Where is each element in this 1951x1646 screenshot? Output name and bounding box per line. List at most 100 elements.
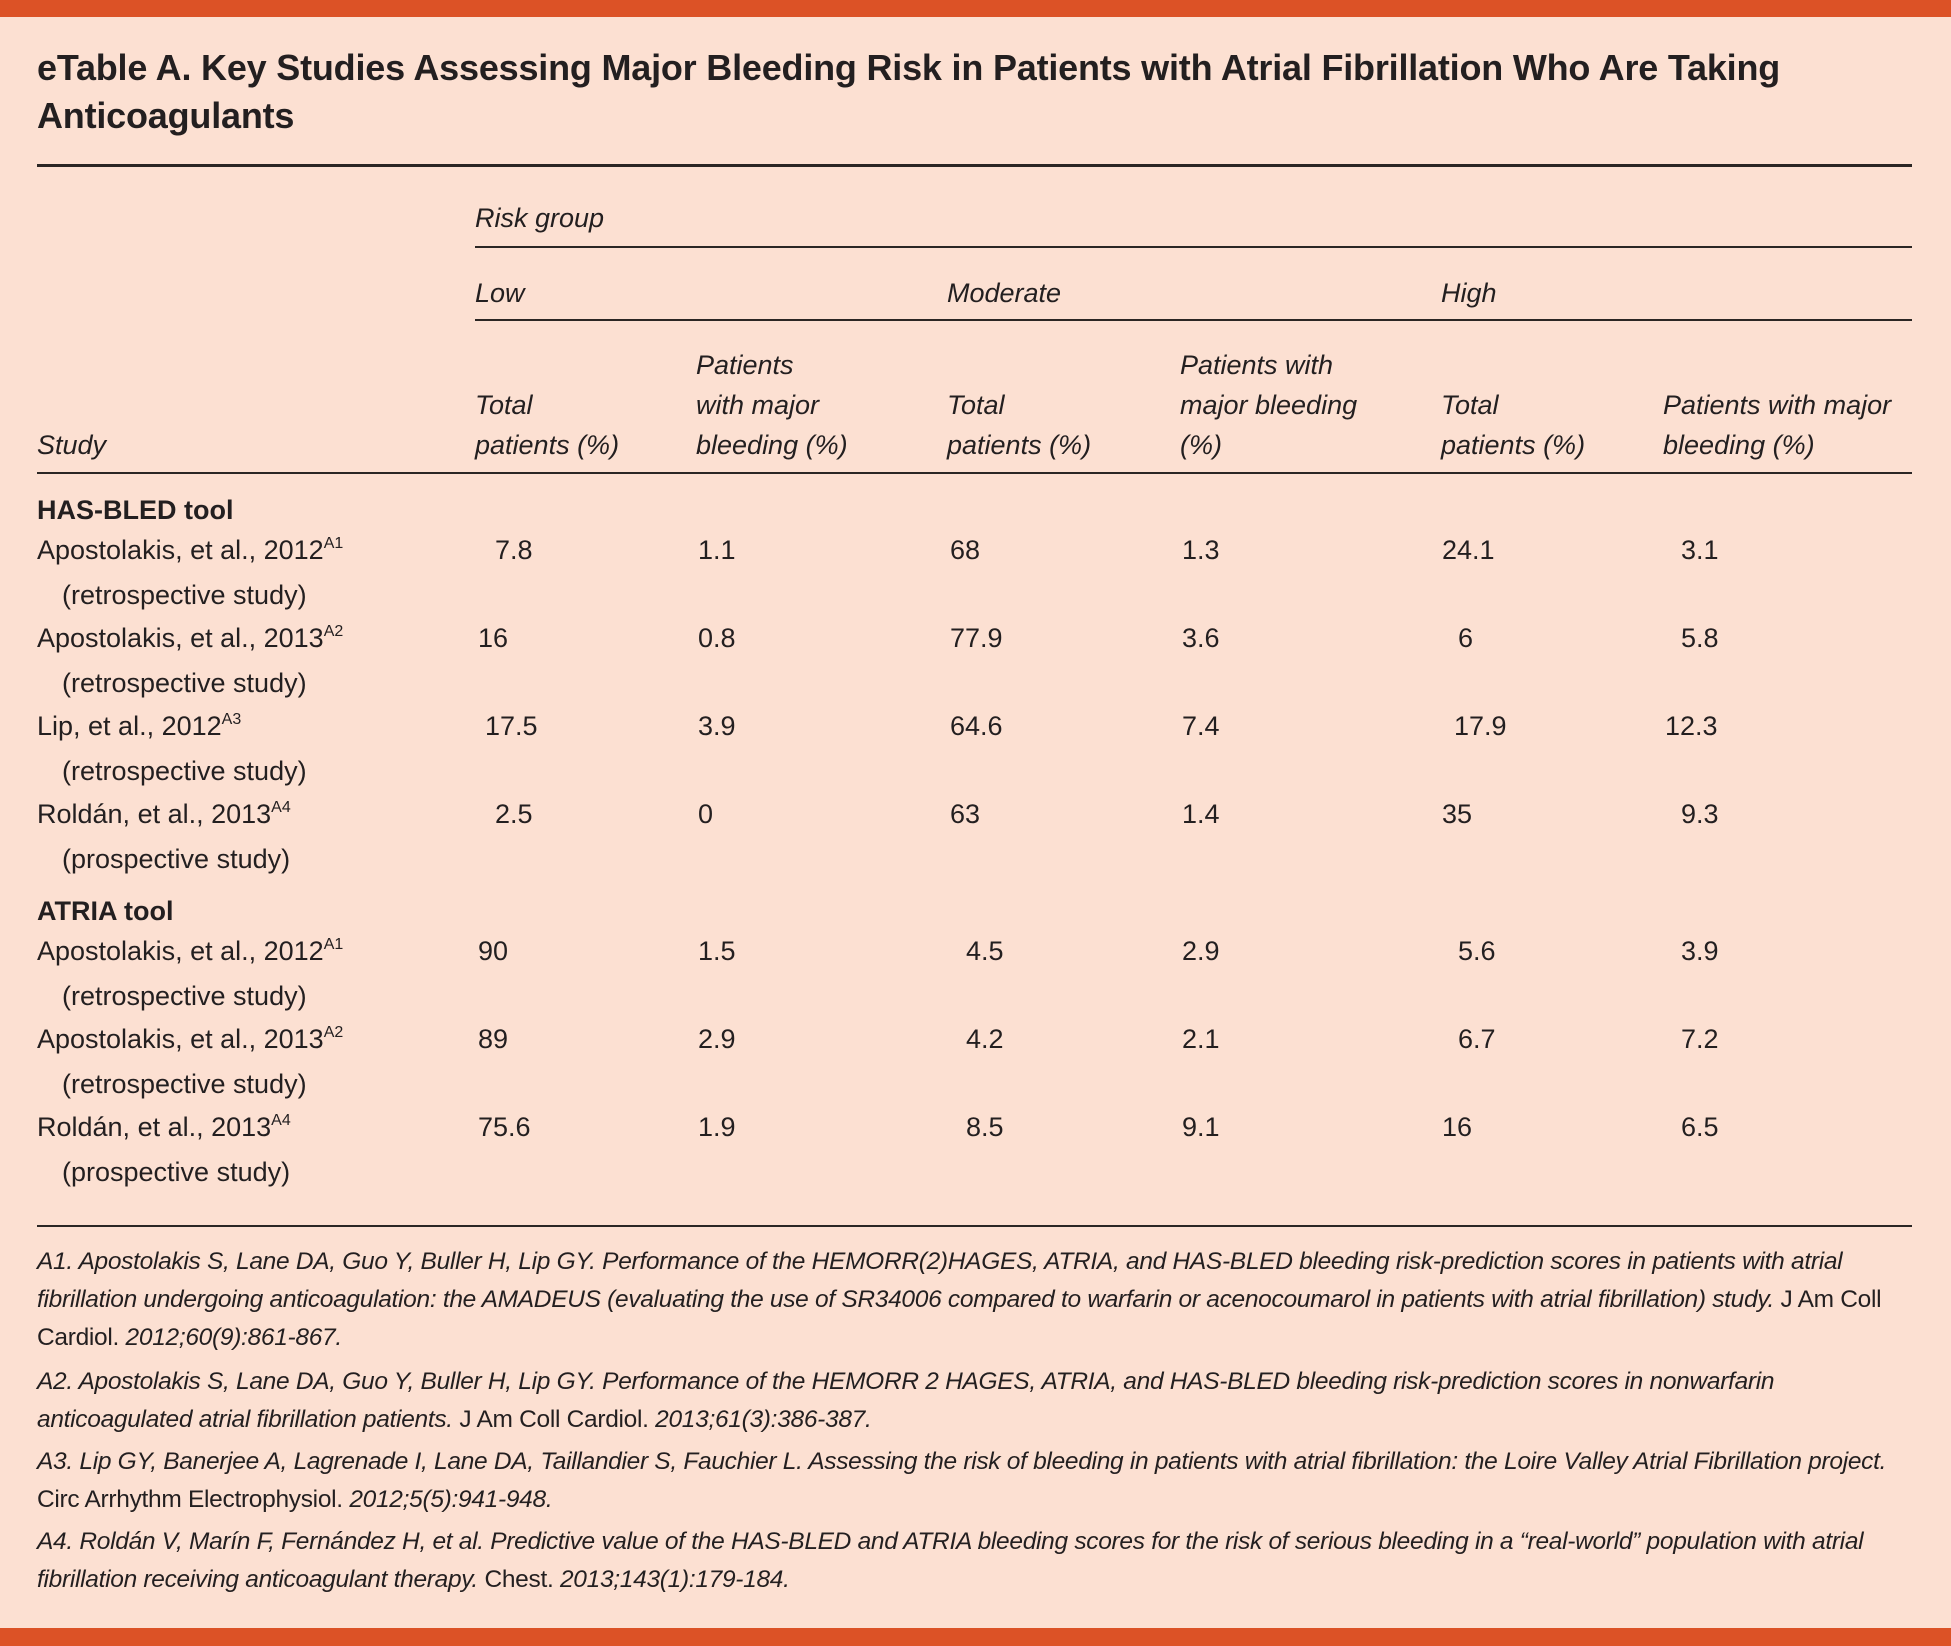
reference-superscript: A2	[323, 623, 344, 640]
study-name: Apostolakis, et al., 2012A1	[37, 936, 343, 966]
footnote-reference: A3. Lip GY, Banerjee A, Lagrenade I, Lan…	[37, 1443, 1912, 1519]
group-low-header: Low	[475, 278, 525, 308]
groups-rule	[475, 319, 1912, 321]
study-design: (retrospective study)	[62, 1069, 307, 1099]
section-heading: HAS-BLED tool	[37, 495, 234, 525]
table-row-study: Lip, et al., 2012A3 (retrospective study)	[37, 706, 307, 791]
study-name: Lip, et al., 2012A3	[37, 711, 241, 741]
table-cell-value: 17.9	[1454, 711, 1507, 741]
table-cell-value: 2.9	[1182, 936, 1220, 966]
table-cell-value: 3.1	[1681, 535, 1719, 565]
table-row-study: Apostolakis, et al., 2012A1 (retrospectiv…	[37, 530, 343, 615]
table-cell-value: 3.6	[1182, 623, 1220, 653]
footnote-citation: 2013;61(3):386-387.	[655, 1406, 872, 1433]
study-name: Roldán, et al., 2013A4	[37, 1112, 291, 1142]
study-name: Apostolakis, et al., 2013A2	[37, 623, 343, 653]
table-cell-value: 0.8	[698, 623, 736, 653]
top-accent-bar	[0, 0, 1951, 17]
bottom-accent-bar	[0, 1628, 1951, 1646]
study-citation: Apostolakis, et al., 2013	[37, 623, 324, 653]
table-cell-value: 1.1	[698, 535, 736, 565]
table-cell-value: 90	[478, 936, 509, 966]
study-design: (retrospective study)	[62, 756, 307, 786]
table-row-study: Roldán, et al., 2013A4 (prospective study…	[37, 1107, 291, 1192]
column-header-5-line3: patients (%)	[1441, 430, 1586, 460]
study-design: (prospective study)	[62, 1157, 291, 1187]
study-name: Apostolakis, et al., 2012A1	[37, 535, 343, 565]
table-cell-value: 9.1	[1182, 1112, 1220, 1142]
table-cell-value: 2.5	[495, 799, 533, 829]
table-cell-value: 0	[698, 799, 714, 829]
table-cell-value: 9.3	[1681, 799, 1719, 829]
reference-superscript: A4	[271, 1112, 291, 1129]
study-citation: Apostolakis, et al., 2013	[37, 1024, 324, 1054]
table-row-study: Apostolakis, et al., 2013A2 (retrospectiv…	[37, 1019, 343, 1104]
footnote-text: A4. Roldán V, Marín F, Fernández H, et a…	[37, 1528, 1864, 1593]
table-cell-value: 3.9	[698, 711, 736, 741]
column-header-3-line2: Total	[947, 390, 1005, 420]
risk-group-rule	[475, 246, 1912, 248]
column-header-2-line1: Patients	[696, 350, 794, 380]
table-cell-value: 6	[1458, 623, 1474, 653]
footnote-citation: 2013;143(1):179-184.	[559, 1566, 790, 1593]
footnote-reference: A1. Apostolakis S, Lane DA, Guo Y, Bulle…	[37, 1243, 1912, 1357]
column-header-5-line2: Total	[1441, 390, 1499, 420]
table-cell-value: 1.3	[1182, 535, 1220, 565]
column-header-4-line1: Patients with	[1180, 350, 1334, 380]
column-header-2-line3: bleeding (%)	[696, 430, 848, 460]
table-cell-value: 1.9	[698, 1112, 736, 1142]
title-rule	[37, 164, 1912, 167]
footnote-reference: A4. Roldán V, Marín F, Fernández H, et a…	[37, 1523, 1912, 1599]
table-cell-value: 2.9	[698, 1024, 736, 1054]
footnote-journal: Circ Arrhythm Electrophysiol.	[37, 1486, 343, 1513]
study-citation: Roldán, et al., 2013	[37, 1112, 272, 1142]
table-cell-value: 6.7	[1458, 1024, 1496, 1054]
reference-superscript: A3	[221, 711, 242, 728]
column-header-1-line3: patients (%)	[475, 430, 620, 460]
reference-superscript: A1	[323, 535, 344, 552]
table-row-study: Roldán, et al., 2013A4 (prospective study…	[37, 794, 291, 879]
study-citation: Roldán, et al., 2013	[37, 799, 272, 829]
column-header-4-line3: (%)	[1180, 430, 1222, 460]
footnote-journal: Chest.	[484, 1566, 554, 1593]
footnote-journal: J Am Coll Cardiol.	[459, 1406, 649, 1433]
column-header-1-line2: Total	[475, 390, 533, 420]
table-cell-value: 12.3	[1665, 711, 1718, 741]
reference-superscript: A1	[323, 936, 344, 953]
study-design: (prospective study)	[62, 844, 291, 874]
table-cell-value: 7.4	[1182, 711, 1220, 741]
study-design: (retrospective study)	[62, 580, 307, 610]
column-header-4-line2: major bleeding	[1180, 390, 1358, 420]
column-header-6-line2: Patients with major	[1663, 390, 1892, 420]
table-bottom-rule	[37, 1225, 1912, 1227]
reference-superscript: A2	[323, 1024, 344, 1041]
column-header-6-line3: bleeding (%)	[1663, 430, 1815, 460]
table-cell-value: 6.5	[1681, 1112, 1719, 1142]
study-column-header: Study	[37, 430, 107, 460]
table-cell-value: 17.5	[485, 711, 538, 741]
header-bottom-rule	[37, 472, 1912, 474]
table-cell-value: 2.1	[1182, 1024, 1220, 1054]
table-cell-value: 68	[950, 535, 981, 565]
reference-superscript: A4	[271, 799, 291, 816]
table-cell-value: 77.9	[950, 623, 1003, 653]
table-cell-value: 63	[950, 799, 981, 829]
column-header-2-line2: with major	[696, 390, 820, 420]
footnote-text: A1. Apostolakis S, Lane DA, Guo Y, Bulle…	[37, 1248, 1843, 1313]
study-name: Roldán, et al., 2013A4	[37, 799, 291, 829]
study-design: (retrospective study)	[62, 981, 307, 1011]
group-high-header: High	[1441, 278, 1497, 308]
table-cell-value: 8.5	[966, 1112, 1004, 1142]
table-cell-value: 75.6	[478, 1112, 531, 1142]
table-cell-value: 5.8	[1681, 623, 1719, 653]
table-row-study: Apostolakis, et al., 2012A1 (retrospectiv…	[37, 931, 343, 1016]
footnote-citation: 2012;60(9):861-867.	[125, 1324, 343, 1351]
table-cell-value: 7.2	[1681, 1024, 1719, 1054]
table-cell-value: 4.2	[966, 1024, 1004, 1054]
footnote-text: A2. Apostolakis S, Lane DA, Guo Y, Bulle…	[37, 1368, 1775, 1433]
footnote-text: A3. Lip GY, Banerjee A, Lagrenade I, Lan…	[37, 1448, 1887, 1475]
table-cell-value: 35	[1442, 799, 1473, 829]
footnote-reference: A2. Apostolakis S, Lane DA, Guo Y, Bulle…	[37, 1363, 1912, 1439]
table-cell-value: 64.6	[950, 711, 1003, 741]
study-citation: Apostolakis, et al., 2012	[37, 936, 324, 966]
